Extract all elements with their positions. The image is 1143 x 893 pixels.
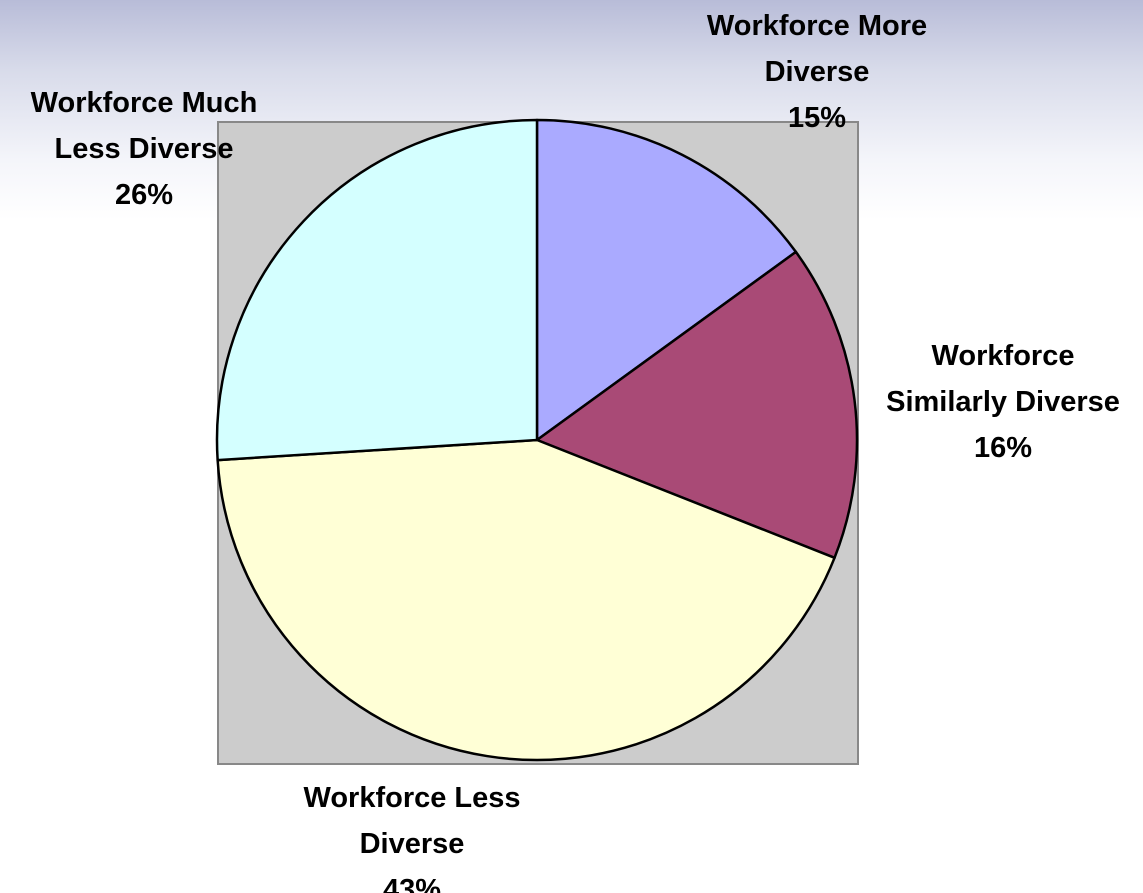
slice-label-workforce-similarly-diverse: Workforce Similarly Diverse 16% xyxy=(886,333,1120,471)
slice-label-line: Diverse xyxy=(359,828,465,860)
slice-percent-label: 26% xyxy=(114,179,174,211)
slice-label-workforce-much-less-diverse: Workforce Much Less Diverse 26% xyxy=(31,80,258,218)
pie-slice-workforce-much-less-diverse xyxy=(215,118,539,462)
slice-label-line: Less Diverse xyxy=(54,133,234,165)
slice-percent-label: 15% xyxy=(787,102,847,134)
slice-label-line: Diverse xyxy=(764,56,870,88)
slice-label-line: Workforce More xyxy=(706,10,928,42)
slice-label-line: Similarly Diverse xyxy=(886,386,1120,418)
slice-label-line: Workforce xyxy=(931,340,1075,372)
pie-slice-workforce-similarly-diverse xyxy=(535,250,859,560)
slice-label-line: Workforce Less xyxy=(303,782,521,814)
pie-slices xyxy=(215,118,859,762)
slice-label-workforce-less-diverse: Workforce Less Diverse 43% xyxy=(303,775,520,893)
pie-slice-workforce-more-diverse xyxy=(535,118,798,442)
slice-percent-label: 16% xyxy=(973,432,1033,464)
slice-label-workforce-more-diverse: Workforce More Diverse 15% xyxy=(707,3,927,141)
slice-percent-label: 43% xyxy=(382,874,442,893)
slice-label-line: Workforce Much xyxy=(30,87,258,119)
pie-slice-workforce-less-diverse xyxy=(216,438,836,762)
